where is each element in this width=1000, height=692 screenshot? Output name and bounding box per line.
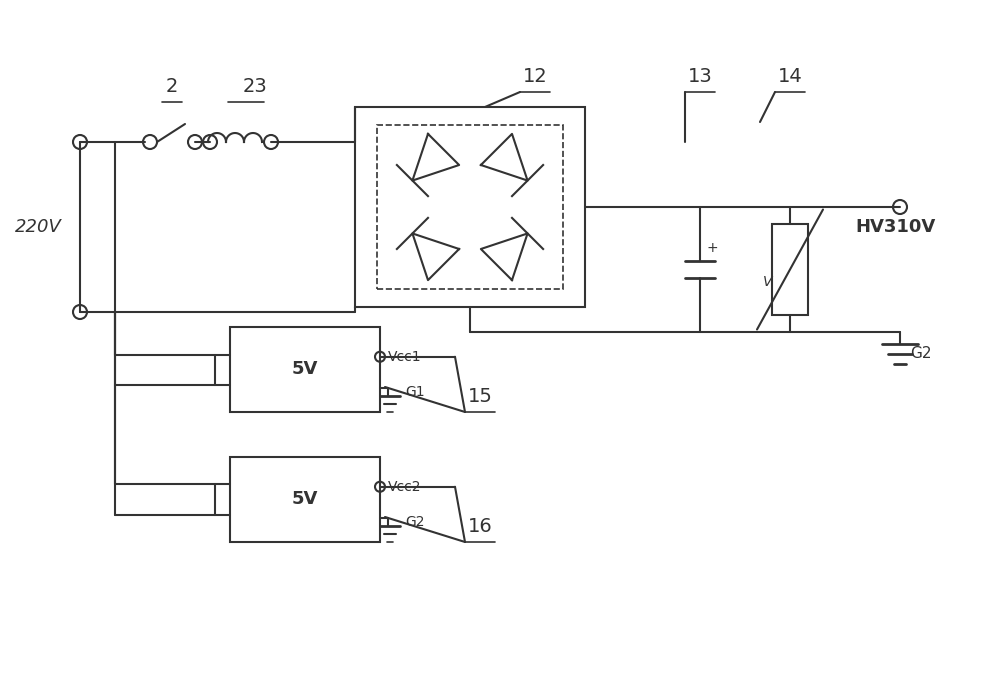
Bar bbox=[230, 327, 380, 412]
Text: 16: 16 bbox=[468, 517, 492, 536]
Text: HV310V: HV310V bbox=[855, 218, 935, 236]
Bar bbox=[230, 457, 380, 542]
Bar bbox=[377, 125, 563, 289]
Text: V: V bbox=[763, 275, 773, 289]
Text: 5V: 5V bbox=[292, 491, 318, 509]
Text: G1: G1 bbox=[405, 385, 425, 399]
Text: 23: 23 bbox=[243, 77, 267, 96]
Text: 12: 12 bbox=[523, 67, 547, 86]
Text: 15: 15 bbox=[468, 387, 492, 406]
Text: +: + bbox=[706, 241, 718, 255]
Text: G2: G2 bbox=[405, 516, 424, 529]
Text: Vcc1: Vcc1 bbox=[388, 349, 422, 364]
Text: Vcc2: Vcc2 bbox=[388, 480, 422, 494]
Text: 5V: 5V bbox=[292, 361, 318, 379]
Text: G2: G2 bbox=[910, 347, 932, 361]
Text: 2: 2 bbox=[166, 77, 178, 96]
Text: 14: 14 bbox=[778, 67, 802, 86]
Bar bbox=[355, 107, 585, 307]
Text: 220V: 220V bbox=[15, 218, 62, 236]
Text: 13: 13 bbox=[688, 67, 712, 86]
Bar bbox=[772, 224, 808, 314]
